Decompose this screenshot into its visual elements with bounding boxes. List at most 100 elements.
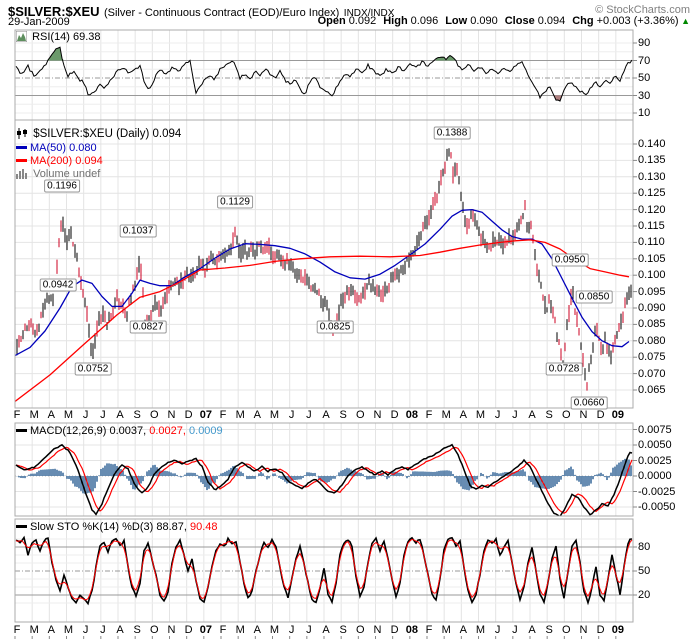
month-label: O (356, 624, 365, 636)
quote-label: Open (317, 15, 346, 27)
month-label: N (579, 409, 588, 421)
month-label: 07 (199, 624, 212, 636)
month-label: S (133, 409, 141, 421)
price-axis-tick: 0.075 (638, 351, 666, 364)
month-label: M (29, 624, 39, 636)
macd-legend-label: MACD(12,26,9) (30, 425, 107, 437)
price-callout: 0.0660 (570, 396, 608, 410)
month-label: J (288, 624, 295, 636)
price-axis-tick: 0.140 (638, 138, 666, 150)
price-callout: 0.0850 (575, 290, 613, 304)
ma200-line-swatch (16, 159, 27, 162)
month-label: A (253, 624, 261, 636)
change-up-arrow: ▲ (678, 16, 690, 26)
month-label: A (528, 624, 536, 636)
macd-line-swatch (16, 429, 27, 432)
month-label: M (475, 409, 486, 421)
month-label: J (494, 409, 501, 421)
sto-legend-label: Slow STO %K(14) %D(3) (30, 521, 154, 533)
month-label: J (288, 409, 295, 421)
price-axis-tick: 0.105 (638, 252, 666, 265)
rsi-axis-tick: 50 (638, 72, 651, 84)
price-axis-tick: 0.125 (638, 187, 666, 200)
symbol-title: $SILVER:$XEU (8, 4, 100, 19)
month-label: F (13, 409, 21, 421)
ma50-legend-label: MA(50) 0.080 (30, 142, 97, 154)
month-label: 09 (611, 409, 624, 421)
month-label: S (545, 624, 553, 636)
quote-value: 0.096 (410, 15, 439, 27)
ohlc-quote-row: Open 0.092 High 0.096 Low 0.090 Close 0.094 Chg +… (311, 15, 690, 27)
macd-axis-tick: 0.0075 (638, 423, 672, 436)
month-label: M (269, 624, 280, 636)
month-label: J (100, 409, 106, 421)
month-label: A (459, 624, 467, 636)
sto-line-swatch (16, 525, 27, 528)
month-label: J (82, 409, 89, 421)
price-callout: 0.0728 (545, 362, 583, 376)
month-label: A (459, 409, 467, 421)
month-label: D (390, 409, 399, 421)
rsi-area-icon (15, 30, 28, 45)
volume-legend-label: Volume undef (33, 168, 101, 180)
price-callout: 0.0825 (316, 320, 354, 334)
price-axis-tick: 0.090 (638, 302, 666, 314)
month-label: A (116, 409, 124, 421)
price-callout: 0.1388 (433, 126, 471, 140)
month-label: N (373, 409, 382, 421)
month-label: N (373, 624, 382, 636)
quote-label: Close (504, 15, 535, 27)
month-label: M (269, 409, 280, 421)
month-label: O (562, 624, 571, 636)
price-axis-tick: 0.100 (638, 269, 666, 282)
quote-value: +0.003 (+3.36%) (596, 15, 679, 27)
stockcharts-credit: © StockCharts.com (595, 4, 690, 16)
month-label: A (322, 624, 330, 636)
ma50-line-swatch (16, 146, 27, 149)
month-label: S (339, 409, 347, 421)
price-axis-tick: 0.085 (638, 318, 666, 331)
price-callout: 0.1129 (217, 195, 253, 209)
price-axis-tick: 0.095 (638, 285, 666, 298)
macd-axis-tick: 0.0025 (638, 454, 672, 467)
month-label: O (562, 409, 571, 421)
rsi-axis-tick: 70 (638, 54, 651, 67)
rsi-axis-tick: 10 (638, 107, 651, 119)
macd-axis-tick: 0.0000 (638, 470, 672, 482)
month-label: F (219, 409, 227, 421)
month-label: D (596, 409, 605, 421)
month-label: J (306, 624, 312, 636)
macd-axis-tick: -0.0050 (638, 501, 676, 513)
month-label: S (133, 624, 141, 636)
macd-value-2: 0.0027, (149, 425, 186, 437)
month-label: N (167, 624, 176, 636)
macd-legend: MACD(12,26,9) 0.0037, 0.0027, 0.0009 (16, 425, 223, 437)
candlestick-icon (16, 128, 28, 142)
month-label: M (29, 409, 39, 421)
rsi-legend: RSI(14) 69.38 (15, 30, 101, 45)
price-callout: 0.1037 (119, 224, 157, 238)
month-label: M (63, 409, 74, 421)
ma200-legend-row: MA(200) 0.094 (16, 155, 103, 167)
macd-value-1: 0.0037, (109, 425, 147, 437)
month-label: O (150, 409, 159, 421)
month-label: F (219, 624, 227, 636)
month-label: F (425, 624, 433, 636)
price-axis-tick: 0.135 (638, 154, 666, 167)
sto-legend: Slow STO %K(14) %D(3) 88.87, 90.48 (16, 521, 218, 533)
main-legend-symbol: $SILVER:$XEU (Daily) 0.094 (33, 128, 182, 140)
rsi-legend-label: RSI(14) 69.38 (32, 31, 101, 43)
rsi-axis-tick: 30 (638, 89, 651, 102)
price-axis-tick: 0.115 (638, 220, 665, 232)
quote-value: 0.092 (348, 15, 377, 27)
exchange-label: INDX/INDX (343, 8, 395, 19)
month-label: J (100, 624, 106, 636)
volume-bars-icon (16, 169, 28, 182)
month-label: M (235, 409, 245, 421)
month-label: M (235, 624, 245, 636)
price-callout: 0.0752 (74, 362, 112, 376)
sto-value-d: 90.48 (190, 521, 218, 533)
price-axis-tick: 0.065 (638, 384, 666, 396)
chart-date: 29-Jan-2009 (8, 16, 70, 28)
